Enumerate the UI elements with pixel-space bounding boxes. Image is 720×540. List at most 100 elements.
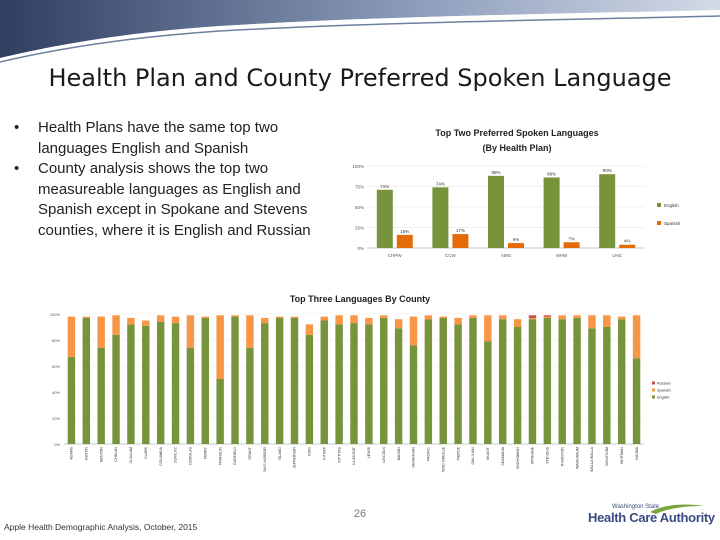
bar-english xyxy=(439,317,447,444)
data-label: 74% xyxy=(436,181,445,186)
bar-spanish xyxy=(261,317,269,324)
x-tick-label: SNOHOMISH xyxy=(516,447,520,470)
bar-english xyxy=(528,319,537,444)
y-tick-label: 50% xyxy=(355,205,364,210)
x-tick-label: CCW xyxy=(445,253,456,258)
x-tick-label: MHW xyxy=(556,253,568,258)
bar-english xyxy=(469,317,477,444)
bar-spanish xyxy=(558,315,566,320)
bar-english xyxy=(335,324,343,444)
bar-english xyxy=(603,327,611,444)
chart-title: Top Two Preferred Spoken Languages xyxy=(435,128,598,138)
bar-english xyxy=(82,317,91,444)
footer-text: Apple Health Demographic Analysis, Octob… xyxy=(4,522,198,532)
legend-swatch xyxy=(652,381,655,385)
x-tick-label: FERRY xyxy=(203,446,207,459)
x-tick-label: CHELAN xyxy=(114,447,118,462)
bar-spanish xyxy=(350,315,358,324)
logo-agency-text: Health Care Authority xyxy=(588,510,715,525)
x-tick-label: DOUGLAS xyxy=(189,446,193,464)
bar-english xyxy=(432,187,449,248)
bar-spanish xyxy=(513,319,522,327)
bar-spanish xyxy=(573,315,581,318)
y-tick-label: 100% xyxy=(352,164,364,169)
chart-subtitle: (By Health Plan) xyxy=(482,143,551,153)
bar-english xyxy=(588,328,596,444)
x-tick-label: KITSAP xyxy=(322,446,326,459)
bar-english xyxy=(543,177,560,248)
bar-spanish xyxy=(201,316,209,318)
bar-english xyxy=(513,327,522,444)
bar-spanish xyxy=(499,315,507,320)
health-plan-chart: Top Two Preferred Spoken Languages (By He… xyxy=(352,128,680,258)
bar-spanish xyxy=(335,315,343,325)
bar-english xyxy=(558,319,566,444)
bar-english xyxy=(67,356,76,444)
legend-swatch xyxy=(652,388,655,392)
bar-english xyxy=(261,323,269,444)
bar-spanish xyxy=(365,317,373,325)
bar-english xyxy=(499,319,507,444)
y-tick-label: 20% xyxy=(52,416,60,421)
x-tick-label: OKANOGAN xyxy=(412,447,416,468)
data-label: 90% xyxy=(603,168,612,173)
x-tick-label: GARFIELD xyxy=(233,447,237,465)
bar-spanish xyxy=(275,316,284,318)
x-tick-label: UHC xyxy=(612,253,622,258)
bar-spanish xyxy=(563,242,580,248)
x-tick-label: GRAYS HARBOR xyxy=(263,447,267,472)
bar-spanish xyxy=(82,316,91,318)
data-label: 71% xyxy=(380,184,389,189)
bar-english xyxy=(350,323,358,444)
bar-spanish xyxy=(380,315,388,318)
bar-spanish xyxy=(454,317,462,325)
x-tick-label: FRANKLIN xyxy=(218,447,222,465)
x-tick-label: JEFFERSON xyxy=(293,447,297,469)
x-tick-label: SPOKANE xyxy=(531,446,535,464)
y-tick-label: 0% xyxy=(357,246,364,251)
data-label: 16% xyxy=(400,229,409,234)
bar-spanish xyxy=(543,316,552,318)
bar-english xyxy=(376,189,393,248)
bar-english xyxy=(380,317,388,444)
data-label: 17% xyxy=(456,228,465,233)
x-tick-label: WHATCOM xyxy=(605,447,609,466)
x-tick-label: COLUMBIA xyxy=(159,446,163,465)
data-label: 6% xyxy=(513,237,520,242)
bar-spanish xyxy=(396,234,413,248)
bar-english xyxy=(320,320,328,444)
x-tick-label: CLALLAM xyxy=(129,447,133,463)
bar-spanish xyxy=(424,315,433,320)
bar-english xyxy=(186,347,195,444)
bar-spanish xyxy=(619,244,636,248)
bar-spanish xyxy=(320,316,328,321)
x-tick-label: YAKIMA xyxy=(635,446,639,460)
bar-spanish xyxy=(246,315,254,348)
bar-russian xyxy=(543,315,552,317)
x-tick-label: AMG xyxy=(501,253,512,258)
x-tick-label: PACIFIC xyxy=(427,447,431,461)
bar-spanish xyxy=(632,315,641,359)
y-tick-label: 25% xyxy=(355,226,364,231)
bar-spanish xyxy=(452,234,469,248)
legend-label: English xyxy=(657,396,669,400)
bar-spanish xyxy=(528,317,537,320)
x-tick-label: PIERCE xyxy=(456,446,460,460)
legend-swatch xyxy=(657,203,661,207)
legend-label: Spanish xyxy=(657,389,671,393)
bar-english xyxy=(246,347,254,444)
bar-english xyxy=(142,325,150,444)
bar-english xyxy=(488,175,504,248)
chart-title: Top Three Languages By County xyxy=(290,294,430,304)
bar-english xyxy=(275,317,284,444)
bar-english xyxy=(543,317,552,444)
bar-spanish xyxy=(231,315,239,317)
legend-swatch xyxy=(657,221,661,225)
bar-spanish xyxy=(171,316,180,324)
bar-spanish xyxy=(305,324,314,335)
bar-spanish xyxy=(142,320,150,326)
bar-russian xyxy=(528,315,537,318)
bar-spanish xyxy=(290,316,299,318)
x-tick-label: COWLITZ xyxy=(174,446,178,463)
bar-english xyxy=(231,316,239,444)
